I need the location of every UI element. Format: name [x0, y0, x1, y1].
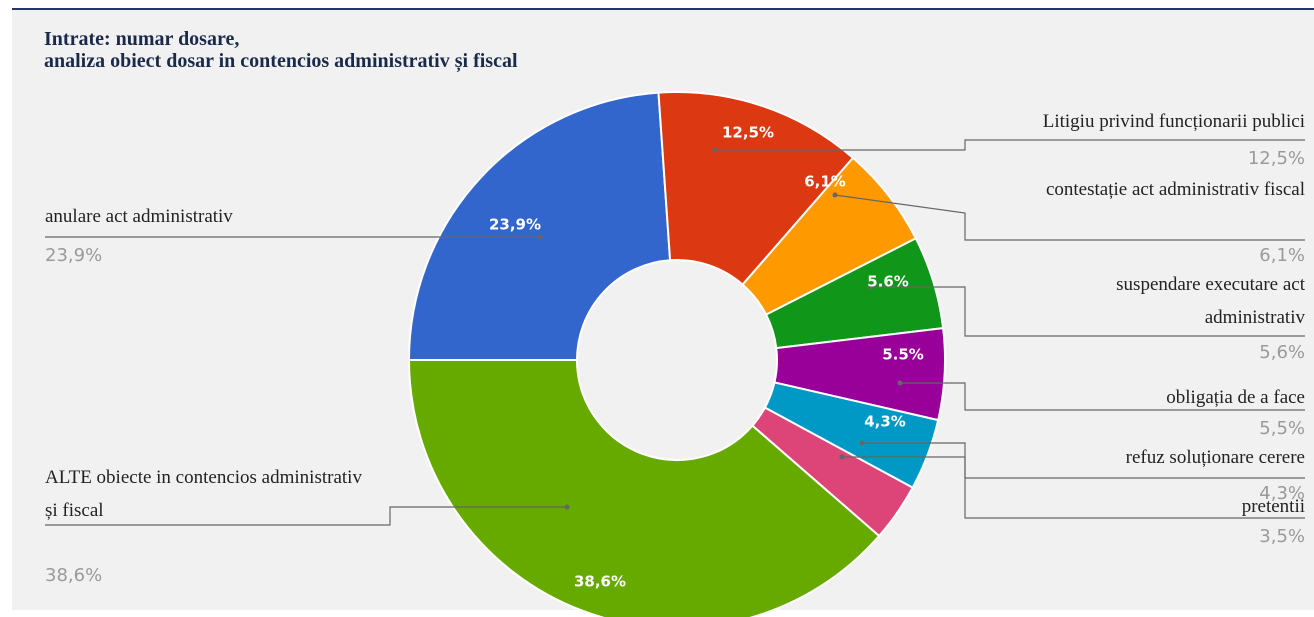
leader-dot	[537, 234, 543, 240]
category-label: pretentii	[1241, 496, 1305, 517]
chart-title: Intrate: numar dosare, analiza obiect dos…	[44, 28, 518, 72]
slice-label: 4,3%	[864, 413, 906, 431]
slice-label: 6,1%	[804, 173, 846, 191]
value-label: 3,5%	[1259, 526, 1305, 547]
leader-line	[900, 382, 1305, 411]
leader-dot	[712, 147, 718, 153]
slice-label: 12,5%	[722, 124, 774, 142]
value-label: 6,1%	[1259, 245, 1305, 266]
slice-label: 5.5%	[882, 346, 924, 364]
value-label: 12,5%	[1247, 148, 1305, 169]
leader-dot	[564, 504, 570, 510]
leader-dot	[832, 192, 838, 198]
leader-dot	[839, 454, 845, 460]
donut-slice	[407, 91, 672, 361]
leader-dot	[897, 380, 903, 386]
leader-line	[834, 194, 1305, 241]
leader-dot	[867, 284, 873, 290]
category-label: obligația de a face	[1166, 387, 1305, 408]
leader-line	[870, 286, 1305, 337]
category-label: Litigiu privind funcționarii publici	[1042, 111, 1305, 132]
title-line: Intrate: numar dosare,	[44, 28, 240, 50]
donut-slice	[407, 359, 881, 617]
slice-label: 38,6%	[574, 573, 626, 591]
leader-dot	[859, 440, 865, 446]
category-label: anulare act administrativ	[45, 206, 233, 227]
slice-label: 5.6%	[867, 273, 909, 291]
category-label: refuz soluționare cerere	[1125, 447, 1305, 468]
category-label: suspendare executare act administrativ	[1116, 274, 1305, 328]
leader-line	[45, 506, 567, 526]
value-label: 5,6%	[1259, 342, 1305, 363]
slice-label: 23,9%	[489, 216, 541, 234]
value-label: 38,6%	[45, 565, 103, 586]
category-label: contestație act administrativ fiscal	[1045, 179, 1305, 200]
value-label: 4,3%	[1259, 483, 1305, 504]
title-line: analiza obiect dosar in contencios admin…	[44, 50, 518, 72]
value-label: 5,5%	[1259, 418, 1305, 439]
category-label: ALTE obiecte in contencios administrativ…	[45, 467, 362, 521]
leader-line	[842, 456, 1305, 519]
leader-line	[715, 139, 1305, 151]
value-label: 23,9%	[45, 245, 103, 266]
